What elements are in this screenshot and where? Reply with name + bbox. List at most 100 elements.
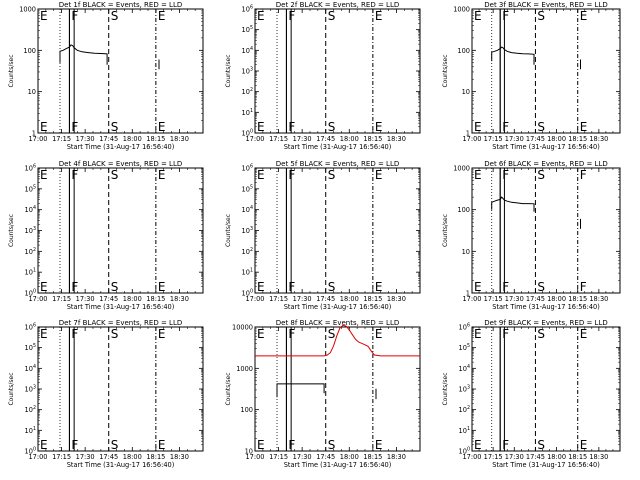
y-tick-label: 103 bbox=[25, 385, 36, 394]
panel-det-7f: Det 7f BLACK = Events, RED = LLD 17:00 17:… bbox=[8, 319, 204, 469]
panel-det-5f: Det 5f BLACK = Events, RED = LLD 17:00 17:… bbox=[225, 160, 421, 311]
x-tick-label: 17:00 bbox=[245, 453, 264, 461]
y-tick-label: 105 bbox=[25, 343, 36, 352]
y-tick-label: 1000 bbox=[453, 6, 470, 14]
x-tick-label: 17:15 bbox=[269, 135, 288, 143]
panel-title: Det 9f BLACK = Events, RED = LLD bbox=[484, 319, 607, 327]
x-axis-label: Start Time (31-Aug-17 16:56:40) bbox=[67, 461, 175, 469]
marker-label-s: S bbox=[111, 120, 119, 134]
marker-label-e: E bbox=[257, 327, 265, 341]
marker-label-e: E bbox=[375, 9, 383, 23]
marker-label-s: S bbox=[537, 327, 545, 341]
x-tick-label: 18:30 bbox=[589, 295, 608, 303]
marker-label-f: F bbox=[502, 120, 509, 134]
marker-label-s: S bbox=[328, 9, 336, 23]
y-tick-label: 100 bbox=[457, 47, 470, 55]
x-tick-label: 18:15 bbox=[146, 453, 165, 461]
x-tick-label: 17:00 bbox=[245, 135, 264, 143]
x-tick-label: 17:00 bbox=[28, 453, 47, 461]
y-tick-label: 101 bbox=[25, 268, 36, 277]
marker-label-f: F bbox=[71, 9, 78, 23]
plot-frame bbox=[254, 326, 421, 452]
panel-title: Det 4f BLACK = Events, RED = LLD bbox=[59, 160, 182, 168]
x-tick-label: 17:00 bbox=[28, 295, 47, 303]
marker-label-e: E bbox=[40, 438, 48, 452]
marker-label-e: E bbox=[257, 438, 265, 452]
x-tick-label: 18:30 bbox=[170, 295, 189, 303]
y-axis-label: Counts/sec bbox=[225, 372, 232, 405]
marker-label-e: E bbox=[580, 9, 588, 23]
x-tick-label: 17:30 bbox=[505, 453, 524, 461]
y-axis-label: Counts/sec bbox=[442, 54, 449, 87]
x-axis-label: Start Time (31-Aug-17 16:56:40) bbox=[67, 143, 175, 151]
y-tick-label: 100 bbox=[459, 447, 470, 456]
marker-label-f: F bbox=[288, 438, 295, 452]
y-tick-label: 102 bbox=[25, 247, 36, 256]
y-tick-label: 100 bbox=[240, 406, 253, 414]
x-tick-label: 17:15 bbox=[269, 295, 288, 303]
plot-frame bbox=[254, 8, 421, 134]
y-tick-label: 1 bbox=[466, 290, 470, 298]
y-axis-label: Counts/sec bbox=[8, 54, 15, 87]
x-tick-label: 18:00 bbox=[340, 453, 359, 461]
marker-label-f: F bbox=[71, 280, 78, 294]
marker-label-f: F bbox=[288, 120, 295, 134]
marker-label-e: E bbox=[474, 327, 482, 341]
y-tick-label: 106 bbox=[459, 323, 470, 332]
plot-frame bbox=[471, 167, 621, 294]
marker-label-s: S bbox=[111, 168, 119, 182]
panel-title: Det 2f BLACK = Events, RED = LLD bbox=[276, 1, 399, 9]
marker-label-s: S bbox=[328, 438, 336, 452]
y-tick-label: 103 bbox=[25, 226, 36, 235]
events-series-line bbox=[491, 196, 535, 212]
y-tick-label: 100 bbox=[23, 47, 36, 55]
x-tick-label: 18:30 bbox=[170, 453, 189, 461]
x-tick-label: 17:15 bbox=[52, 453, 71, 461]
marker-label-e: E bbox=[158, 9, 166, 23]
x-tick-label: 18:15 bbox=[363, 295, 382, 303]
marker-label-f: F bbox=[71, 120, 78, 134]
marker-label-e: E bbox=[158, 438, 166, 452]
lld-series-line bbox=[255, 324, 420, 357]
marker-label-s: S bbox=[328, 120, 336, 134]
x-tick-label: 17:30 bbox=[76, 295, 95, 303]
x-tick-label: 18:15 bbox=[363, 453, 382, 461]
x-tick-label: 17:15 bbox=[484, 135, 503, 143]
marker-label-s: S bbox=[537, 280, 545, 294]
y-tick-label: 103 bbox=[459, 385, 470, 394]
x-axis-label: Start Time (31-Aug-17 16:56:40) bbox=[284, 303, 392, 311]
marker-label-e: E bbox=[474, 9, 482, 23]
x-tick-label: 18:30 bbox=[387, 135, 406, 143]
panel-title: Det 5f BLACK = Events, RED = LLD bbox=[276, 160, 399, 168]
marker-label-e: E bbox=[158, 280, 166, 294]
y-tick-label: 104 bbox=[242, 46, 253, 55]
plot-frame bbox=[254, 167, 421, 294]
y-tick-label: 104 bbox=[242, 205, 253, 214]
marker-label-s: S bbox=[537, 9, 545, 23]
marker-label-f: F bbox=[580, 280, 587, 294]
marker-label-e: E bbox=[158, 120, 166, 134]
marker-label-f: F bbox=[71, 168, 78, 182]
marker-label-s: S bbox=[537, 120, 545, 134]
plot-frame bbox=[471, 8, 621, 134]
marker-label-e: E bbox=[158, 168, 166, 182]
x-tick-label: 18:15 bbox=[363, 135, 382, 143]
x-axis-label: Start Time (31-Aug-17 16:56:40) bbox=[492, 461, 600, 469]
y-tick-label: 102 bbox=[242, 87, 253, 96]
events-series-line bbox=[276, 383, 325, 398]
y-tick-label: 101 bbox=[459, 426, 470, 435]
y-tick-label: 101 bbox=[242, 108, 253, 117]
marker-label-s: S bbox=[328, 280, 336, 294]
y-tick-label: 106 bbox=[25, 164, 36, 173]
y-tick-label: 100 bbox=[25, 447, 36, 456]
x-tick-label: 18:15 bbox=[146, 135, 165, 143]
x-tick-label: 17:30 bbox=[293, 453, 312, 461]
x-tick-label: 17:45 bbox=[526, 135, 545, 143]
y-tick-label: 106 bbox=[25, 323, 36, 332]
panel-title: Det 7f BLACK = Events, RED = LLD bbox=[59, 319, 182, 327]
y-tick-label: 10 bbox=[28, 88, 36, 96]
y-tick-label: 106 bbox=[242, 164, 253, 173]
y-tick-label: 100 bbox=[242, 289, 253, 298]
marker-label-f: F bbox=[288, 168, 295, 182]
marker-label-f: F bbox=[502, 438, 509, 452]
